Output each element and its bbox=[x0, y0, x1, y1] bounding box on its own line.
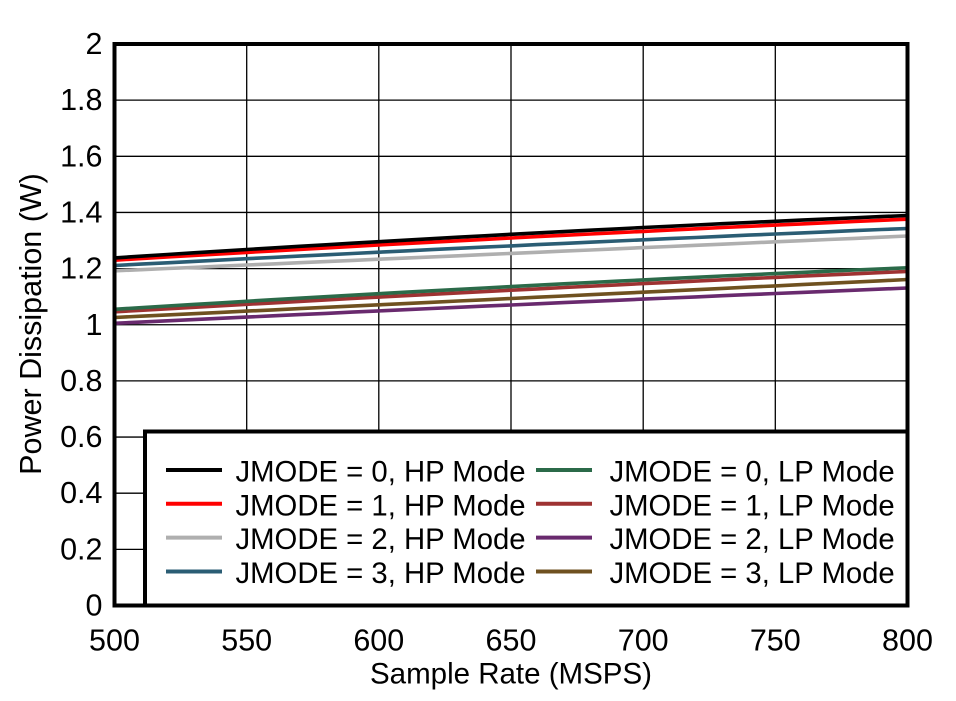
svg-text:1: 1 bbox=[86, 308, 103, 342]
svg-text:600: 600 bbox=[353, 624, 404, 658]
svg-text:0.6: 0.6 bbox=[60, 420, 102, 454]
svg-text:2: 2 bbox=[86, 27, 103, 61]
svg-text:1.8: 1.8 bbox=[60, 83, 102, 117]
svg-text:Power Dissipation (W): Power Dissipation (W) bbox=[14, 173, 48, 475]
svg-text:800: 800 bbox=[882, 624, 933, 658]
svg-text:JMODE = 1, HP Mode: JMODE = 1, HP Mode bbox=[236, 489, 526, 522]
svg-text:0.4: 0.4 bbox=[60, 476, 102, 510]
svg-text:0.8: 0.8 bbox=[60, 364, 102, 398]
svg-text:1.6: 1.6 bbox=[60, 139, 102, 173]
svg-text:JMODE = 2, LP Mode: JMODE = 2, LP Mode bbox=[610, 523, 895, 556]
svg-text:1.2: 1.2 bbox=[60, 252, 102, 286]
svg-text:0: 0 bbox=[86, 589, 103, 623]
svg-text:JMODE = 3, HP Mode: JMODE = 3, HP Mode bbox=[236, 557, 526, 590]
svg-text:JMODE = 0, LP Mode: JMODE = 0, LP Mode bbox=[610, 456, 895, 489]
svg-text:JMODE = 2, HP Mode: JMODE = 2, HP Mode bbox=[236, 523, 526, 556]
svg-text:500: 500 bbox=[89, 624, 140, 658]
svg-text:650: 650 bbox=[486, 624, 537, 658]
svg-text:550: 550 bbox=[221, 624, 272, 658]
svg-text:JMODE = 3, LP Mode: JMODE = 3, LP Mode bbox=[610, 557, 895, 590]
svg-text:750: 750 bbox=[750, 624, 801, 658]
svg-text:700: 700 bbox=[618, 624, 669, 658]
svg-text:1.4: 1.4 bbox=[60, 195, 102, 229]
svg-text:Sample Rate (MSPS): Sample Rate (MSPS) bbox=[370, 658, 652, 691]
svg-text:0.2: 0.2 bbox=[60, 532, 102, 566]
svg-text:JMODE = 0, HP Mode: JMODE = 0, HP Mode bbox=[236, 456, 526, 489]
svg-text:JMODE = 1, LP Mode: JMODE = 1, LP Mode bbox=[610, 489, 895, 522]
